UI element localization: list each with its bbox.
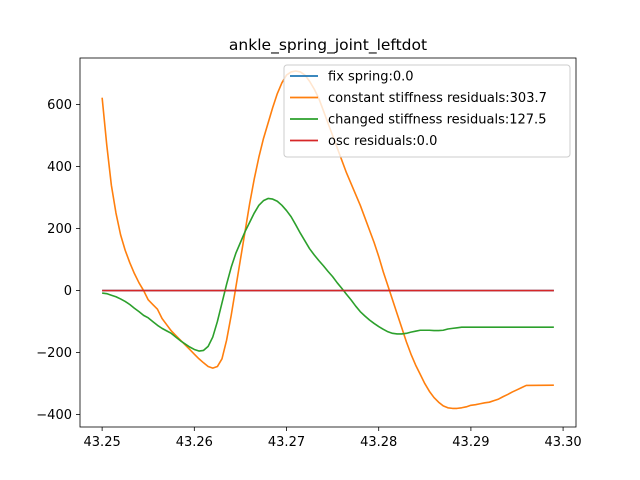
chart-title: ankle_spring_joint_leftdot bbox=[229, 36, 427, 55]
x-tick-label: 43.25 bbox=[84, 435, 121, 450]
legend-label-3: changed stiffness residuals:127.5 bbox=[328, 113, 546, 128]
y-tick-label: 600 bbox=[47, 98, 72, 113]
x-tick-label: 43.30 bbox=[544, 435, 581, 450]
legend-label-1: fix spring:0.0 bbox=[328, 70, 414, 85]
x-tick-label: 43.26 bbox=[176, 435, 213, 450]
series-line-3 bbox=[102, 197, 554, 352]
x-axis: 43.25 43.26 43.27 43.28 43.29 43.30 bbox=[84, 427, 582, 450]
y-tick-label: −400 bbox=[36, 408, 72, 423]
legend-box bbox=[283, 64, 571, 158]
y-tick-label: 0 bbox=[64, 284, 72, 299]
legend: fix spring:0.0 constant stiffness residua… bbox=[283, 64, 571, 158]
legend-label-2: constant stiffness residuals:303.7 bbox=[328, 91, 547, 106]
y-tick-label: −200 bbox=[36, 346, 72, 361]
x-tick-label: 43.29 bbox=[452, 435, 489, 450]
x-tick-label: 43.27 bbox=[268, 435, 305, 450]
y-tick-label: 200 bbox=[47, 222, 72, 237]
x-tick-label: 43.28 bbox=[360, 435, 397, 450]
axes-frame bbox=[79, 57, 577, 428]
y-axis: −400 −200 0 200 400 600 bbox=[36, 98, 80, 423]
legend-label-4: osc residuals:0.0 bbox=[328, 134, 437, 149]
y-tick-label: 400 bbox=[47, 160, 72, 175]
